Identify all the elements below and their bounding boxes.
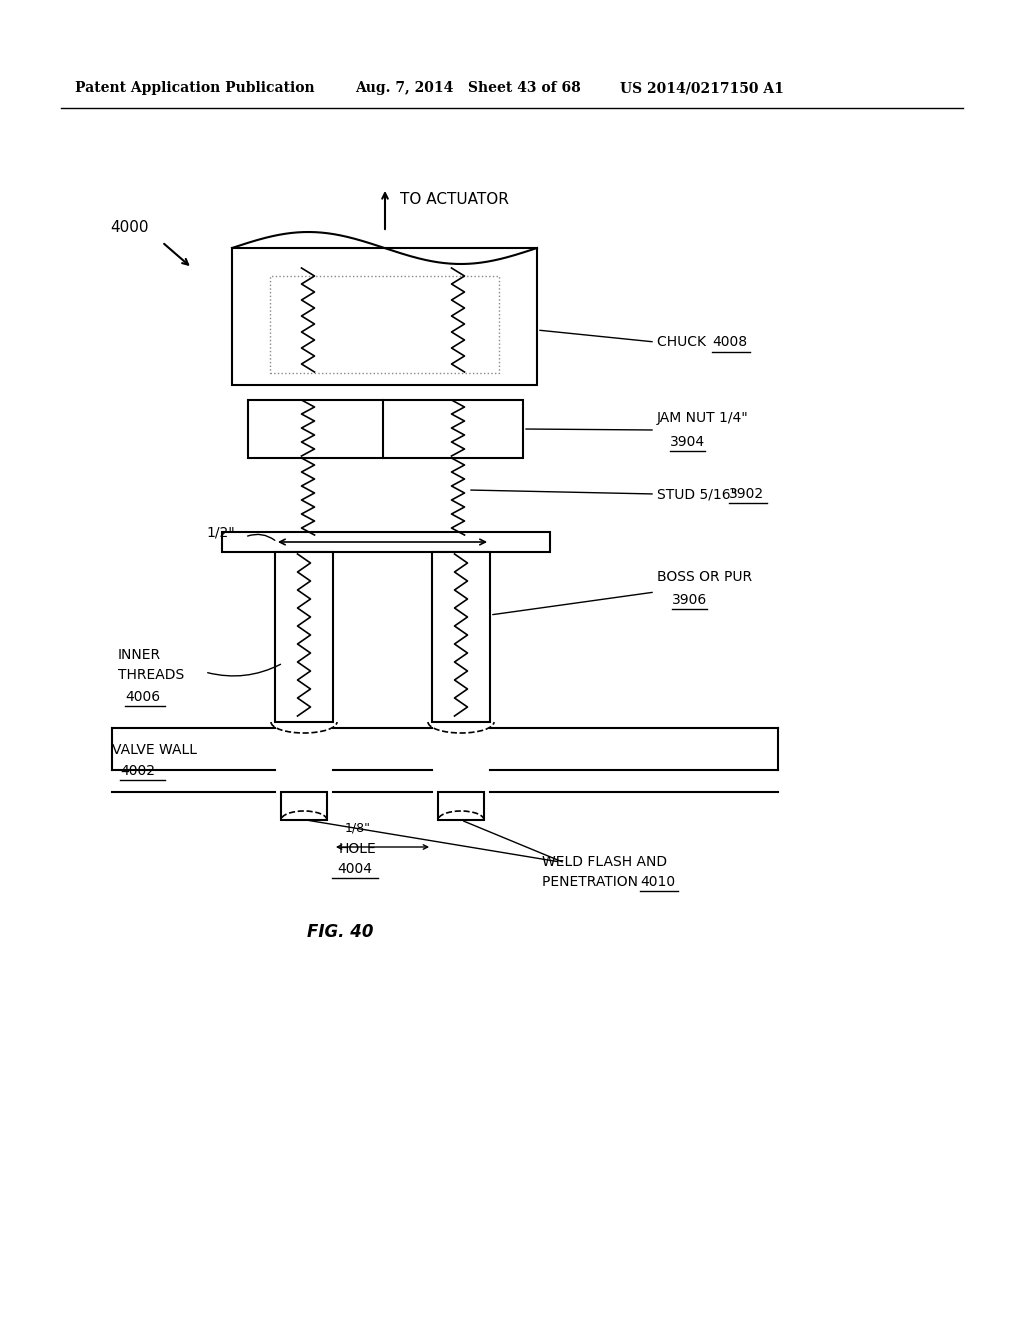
Text: 4004: 4004 bbox=[338, 862, 373, 876]
Text: TO ACTUATOR: TO ACTUATOR bbox=[400, 193, 509, 207]
Text: INNER: INNER bbox=[118, 648, 161, 663]
Bar bbox=[432, 552, 490, 722]
Text: 3904: 3904 bbox=[670, 436, 706, 449]
Bar bbox=[275, 552, 333, 722]
Text: 1/8": 1/8" bbox=[345, 821, 371, 834]
Bar bbox=[281, 792, 327, 820]
Text: Aug. 7, 2014   Sheet 43 of 68: Aug. 7, 2014 Sheet 43 of 68 bbox=[355, 81, 581, 95]
Text: HOLE: HOLE bbox=[339, 842, 377, 855]
Bar bbox=[248, 400, 523, 458]
Text: 4006: 4006 bbox=[125, 690, 160, 704]
Text: US 2014/0217150 A1: US 2014/0217150 A1 bbox=[620, 81, 784, 95]
Text: 3902: 3902 bbox=[729, 487, 764, 502]
Text: 4002: 4002 bbox=[120, 764, 155, 777]
Text: CHUCK: CHUCK bbox=[657, 335, 711, 348]
Text: PENETRATION: PENETRATION bbox=[542, 875, 642, 888]
Text: 1/2": 1/2" bbox=[206, 525, 234, 539]
Text: VALVE WALL: VALVE WALL bbox=[112, 743, 197, 756]
Text: 4008: 4008 bbox=[712, 335, 748, 348]
Bar bbox=[222, 532, 550, 552]
Text: 4000: 4000 bbox=[110, 220, 148, 235]
Text: JAM NUT 1/4": JAM NUT 1/4" bbox=[657, 411, 749, 425]
Text: STUD 5/16": STUD 5/16" bbox=[657, 487, 741, 502]
Bar bbox=[232, 248, 537, 385]
Text: Patent Application Publication: Patent Application Publication bbox=[75, 81, 314, 95]
Text: 4010: 4010 bbox=[640, 875, 675, 888]
Text: 3906: 3906 bbox=[672, 593, 708, 607]
Text: WELD FLASH AND: WELD FLASH AND bbox=[542, 855, 667, 869]
Text: BOSS OR PUR: BOSS OR PUR bbox=[657, 570, 752, 583]
Bar bbox=[438, 792, 484, 820]
Text: THREADS: THREADS bbox=[118, 668, 184, 682]
Bar bbox=[270, 276, 499, 374]
Text: FIG. 40: FIG. 40 bbox=[307, 923, 374, 941]
